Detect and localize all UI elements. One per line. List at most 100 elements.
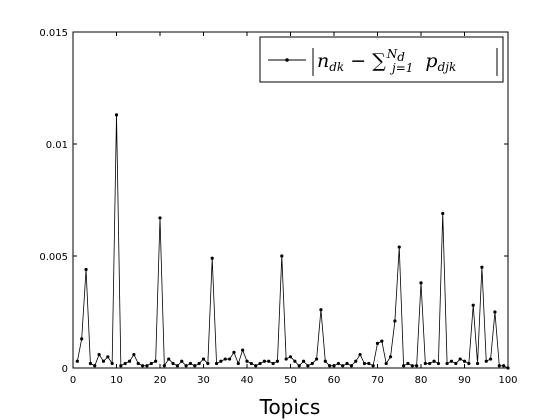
data-point (475, 361, 480, 366)
x-tick-label: 90 (458, 375, 471, 386)
data-point (214, 361, 219, 366)
data-point (297, 364, 301, 368)
x-tick-label: 100 (498, 375, 517, 386)
data-point (419, 281, 423, 285)
data-point (458, 357, 462, 361)
data-point (449, 359, 454, 363)
data-point (206, 361, 210, 366)
data-point (484, 359, 488, 363)
data-point (319, 308, 323, 312)
data-point (284, 357, 288, 361)
data-point (323, 359, 327, 363)
data-point (110, 361, 114, 366)
data-point (210, 256, 214, 260)
data-point (480, 265, 484, 269)
data-point (436, 361, 440, 366)
data-point (415, 364, 419, 368)
data-point (358, 352, 362, 357)
data-point (175, 364, 179, 368)
y-tick-label: 0.015 (39, 28, 68, 39)
data-point (354, 359, 358, 363)
data-point (145, 364, 149, 368)
data-point (271, 361, 275, 366)
data-point (328, 364, 332, 368)
x-tick-label: 80 (415, 375, 428, 386)
data-point (249, 361, 253, 366)
data-point (132, 352, 136, 357)
data-point (236, 361, 240, 366)
x-tick-label: 30 (197, 375, 210, 386)
x-tick-label: 50 (284, 375, 297, 386)
data-point (497, 364, 501, 368)
data-point (136, 361, 140, 366)
data-point (349, 364, 353, 368)
x-axis-ticks: 0 10 20 30 40 50 60 70 80 90 100 (70, 32, 518, 386)
x-tick-label: 0 (70, 375, 76, 386)
data-point (462, 359, 467, 363)
data-point (423, 361, 427, 366)
data-point (119, 364, 123, 368)
data-point (106, 355, 110, 359)
data-point (241, 348, 245, 352)
data-point (384, 361, 388, 366)
data-point (93, 364, 97, 368)
data-point (232, 350, 236, 354)
data-point (310, 361, 314, 366)
series-line (76, 114, 509, 369)
data-point (158, 216, 162, 220)
data-point (441, 211, 445, 216)
data-point (245, 359, 249, 363)
y-tick-label: 0 (62, 364, 68, 375)
data-point (410, 364, 414, 368)
y-tick-label: 0.01 (46, 140, 68, 151)
data-point (306, 364, 310, 368)
data-point (223, 357, 227, 361)
data-point (293, 359, 297, 363)
data-point (341, 364, 345, 368)
data-point (88, 361, 92, 366)
y-tick-label: 0.005 (39, 252, 68, 263)
data-point (262, 359, 266, 363)
data-point (445, 361, 449, 366)
data-point (171, 361, 175, 366)
data-point (280, 254, 284, 258)
data-point (397, 245, 401, 249)
data-point (201, 357, 206, 361)
data-point (432, 359, 436, 363)
x-axis-title: Topics (259, 395, 321, 419)
data-point (380, 339, 384, 343)
data-point (454, 361, 458, 366)
series-layer (75, 113, 510, 370)
data-point (127, 359, 132, 363)
data-point (489, 357, 493, 361)
data-point (154, 359, 158, 363)
data-point (267, 359, 271, 363)
data-point (345, 361, 349, 366)
x-tick-label: 60 (328, 375, 341, 386)
data-point (228, 357, 232, 361)
data-point (467, 361, 471, 366)
data-point (258, 361, 262, 366)
data-point (188, 361, 193, 366)
data-point (114, 113, 119, 117)
x-tick-label: 70 (371, 375, 384, 386)
data-point (80, 337, 84, 341)
data-point (375, 341, 380, 345)
data-point (275, 359, 280, 363)
y-axis-ticks: 0 0.005 0.01 0.015 (39, 28, 508, 375)
data-point (193, 364, 197, 368)
data-point (315, 357, 319, 361)
plot-background (73, 32, 508, 368)
legend: ndk − ∑Nd j=1 pdjk (259, 36, 504, 83)
data-point (167, 357, 171, 361)
data-point (371, 364, 375, 368)
data-point (97, 352, 101, 357)
data-point (402, 364, 406, 368)
data-point (219, 359, 223, 363)
data-point (254, 364, 258, 368)
data-point (162, 364, 166, 368)
data-point (184, 364, 188, 368)
data-point (493, 310, 497, 314)
data-point (149, 361, 153, 366)
